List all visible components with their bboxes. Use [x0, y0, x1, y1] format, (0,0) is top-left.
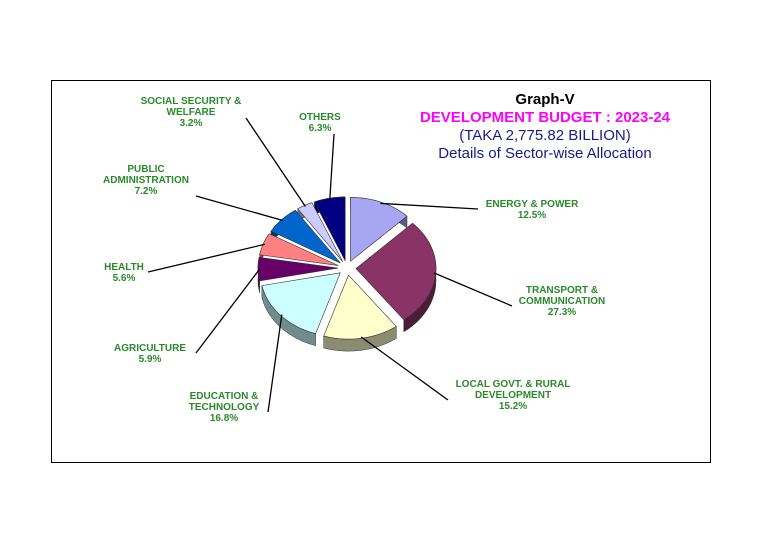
slice-percent: 15.2% — [499, 401, 527, 412]
pie-slice-top — [257, 256, 339, 282]
leader-line — [147, 243, 265, 273]
slice-label-line: HEALTH — [104, 262, 144, 273]
graph-label: Graph-V — [515, 91, 575, 108]
slice-label: EDUCATION & TECHNOLOGY 16.8% — [189, 391, 260, 424]
leader-line — [329, 133, 335, 200]
slice-label: LOCAL GOVT. & RURAL DEVELOPMENT 15.2% — [456, 379, 571, 412]
slice-label-line: ENERGY & POWER — [486, 199, 579, 210]
slice-label-line: ADMINISTRATION — [103, 175, 189, 186]
leader-line — [433, 272, 513, 307]
pie-slice-top — [259, 233, 339, 266]
pie-slice-top — [261, 272, 341, 335]
slice-percent: 5.6% — [113, 273, 136, 284]
slice-label-line: LOCAL GOVT. & RURAL — [456, 379, 571, 390]
slice-label-line: TRANSPORT & — [526, 285, 598, 296]
slice-label-line: PUBLIC — [127, 164, 164, 175]
slice-label: HEALTH 5.6% — [104, 262, 144, 284]
leader-line — [380, 202, 479, 210]
pie-slice-top — [323, 274, 397, 340]
slice-label-line: WELFARE — [167, 107, 216, 118]
pie-slice — [313, 196, 346, 262]
leader-line — [267, 314, 283, 413]
slice-percent: 16.8% — [210, 413, 238, 424]
slice-label: SOCIAL SECURITY & WELFARE 3.2% — [141, 96, 242, 129]
chart-title: DEVELOPMENT BUDGET : 2023-24 — [419, 109, 671, 126]
slice-percent: 3.2% — [180, 118, 203, 129]
chart-subtitle: (TAKA 2,775.82 BILLION) — [459, 127, 631, 144]
slice-label-line: DEVELOPMENT — [475, 390, 551, 401]
slice-percent: 5.9% — [139, 354, 162, 365]
slice-label: PUBLIC ADMINISTRATION 7.2% — [103, 164, 189, 197]
slice-label: ENERGY & POWER 12.5% — [486, 199, 579, 221]
slice-label-line: AGRICULTURE — [114, 343, 186, 354]
leader-line — [360, 336, 449, 401]
slice-label-line: EDUCATION & — [190, 391, 259, 402]
leader-line — [195, 268, 261, 354]
slice-label-line: TECHNOLOGY — [189, 402, 260, 413]
pie-slice-top — [350, 196, 408, 262]
slice-label-line: OTHERS — [299, 112, 341, 123]
pie-slice — [261, 272, 341, 347]
slice-percent: 6.3% — [309, 123, 332, 134]
chart-frame — [51, 80, 711, 463]
leader-line — [245, 117, 306, 207]
slice-percent: 12.5% — [518, 210, 546, 221]
leader-line — [195, 195, 284, 222]
chart-subtitle-2: Details of Sector-wise Allocation — [438, 145, 652, 162]
slice-label-line: SOCIAL SECURITY & — [141, 96, 242, 107]
slice-percent: 7.2% — [135, 186, 158, 197]
slice-label: AGRICULTURE 5.9% — [114, 343, 186, 365]
slice-label: OTHERS 6.3% — [299, 112, 341, 134]
slice-percent: 27.3% — [548, 307, 576, 318]
slice-label: TRANSPORT & COMMUNICATION 27.3% — [519, 285, 605, 318]
slice-label-line: COMMUNICATION — [519, 296, 605, 307]
